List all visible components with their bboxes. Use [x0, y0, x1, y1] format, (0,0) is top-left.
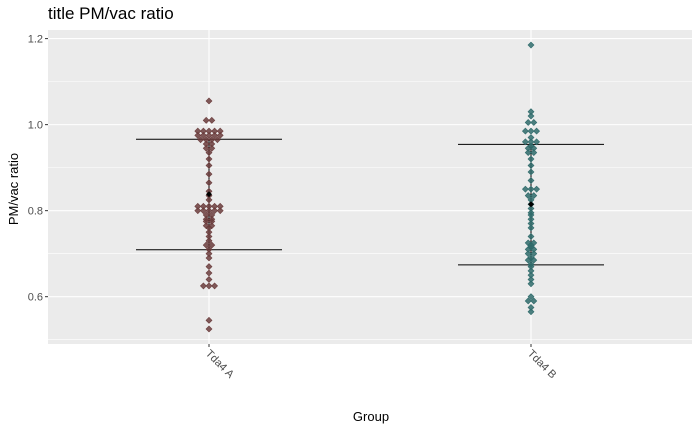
data-point — [527, 233, 535, 240]
data-point — [202, 144, 210, 152]
data-point — [533, 138, 541, 146]
data-point — [524, 149, 532, 157]
data-point — [524, 239, 532, 247]
data-point — [521, 185, 529, 193]
data-point — [530, 250, 538, 258]
x-axis-title: Group — [353, 409, 389, 424]
plot-panel — [48, 30, 692, 344]
data-marks — [136, 41, 604, 333]
x-tick-label: Tda4 A — [203, 348, 237, 382]
data-point — [527, 127, 535, 135]
data-point — [533, 185, 541, 193]
data-point — [530, 256, 538, 264]
data-point — [197, 136, 205, 144]
data-point — [205, 131, 213, 139]
data-point — [205, 276, 213, 283]
data-point — [216, 207, 224, 215]
mean-point — [206, 191, 212, 198]
y-tick-label: 1.0 — [28, 120, 43, 132]
data-point — [527, 162, 535, 169]
data-point — [527, 168, 535, 176]
series-group — [458, 41, 604, 316]
data-point — [205, 269, 213, 277]
data-point — [527, 293, 535, 301]
data-point — [213, 136, 221, 144]
data-point — [524, 119, 532, 126]
data-point — [205, 196, 213, 204]
data-point — [527, 185, 535, 193]
gridlines — [48, 30, 692, 344]
data-point — [205, 162, 213, 169]
data-point — [205, 179, 213, 187]
x-tick-label: Tda4 B — [525, 348, 559, 382]
chart-title: title PM/vac ratio — [48, 4, 174, 23]
data-point — [524, 250, 532, 258]
data-point — [205, 263, 213, 270]
data-point — [199, 282, 207, 290]
data-point — [530, 239, 538, 247]
data-point — [208, 144, 216, 152]
data-point — [527, 112, 535, 120]
data-point — [211, 207, 219, 215]
data-point — [199, 207, 207, 215]
data-point — [527, 280, 535, 288]
data-point — [524, 192, 532, 200]
data-point — [211, 282, 219, 290]
data-point — [205, 155, 213, 163]
data-point — [524, 297, 532, 305]
data-point — [205, 207, 213, 215]
data-point — [211, 131, 219, 139]
data-point — [524, 256, 532, 264]
data-point — [202, 116, 210, 124]
data-point — [205, 237, 213, 245]
y-axis-title: PM/vac ratio — [6, 153, 21, 225]
data-point — [530, 119, 538, 126]
data-point — [208, 241, 216, 249]
data-point — [205, 316, 213, 324]
data-point — [194, 131, 202, 139]
data-point — [205, 97, 213, 105]
data-point — [205, 282, 213, 290]
data-point — [205, 325, 213, 333]
data-point — [205, 254, 213, 262]
data-point — [527, 155, 535, 163]
data-point — [199, 131, 207, 139]
data-point — [530, 149, 538, 157]
mean-point — [528, 201, 534, 208]
data-point — [527, 224, 535, 232]
data-point — [205, 170, 213, 178]
data-point — [202, 241, 210, 249]
data-point — [530, 192, 538, 200]
y-tick-label: 1.2 — [28, 34, 43, 46]
data-point — [521, 138, 529, 146]
y-tick-label: 0.6 — [28, 292, 43, 304]
series-group — [136, 97, 282, 333]
data-point — [527, 41, 535, 49]
data-point — [533, 127, 541, 135]
data-point — [205, 149, 213, 157]
data-point — [530, 297, 538, 305]
y-tick-label: 0.8 — [28, 206, 43, 218]
data-point — [527, 254, 535, 262]
y-axis-ticks: 0.6 0.8 1.0 1.2 — [28, 34, 48, 304]
data-point — [527, 308, 535, 316]
data-point — [216, 131, 224, 139]
data-point — [521, 127, 529, 135]
data-point — [527, 177, 535, 184]
x-axis-ticks: Tda4 A Tda4 B — [203, 344, 559, 382]
data-point — [194, 207, 202, 215]
data-point — [208, 116, 216, 124]
